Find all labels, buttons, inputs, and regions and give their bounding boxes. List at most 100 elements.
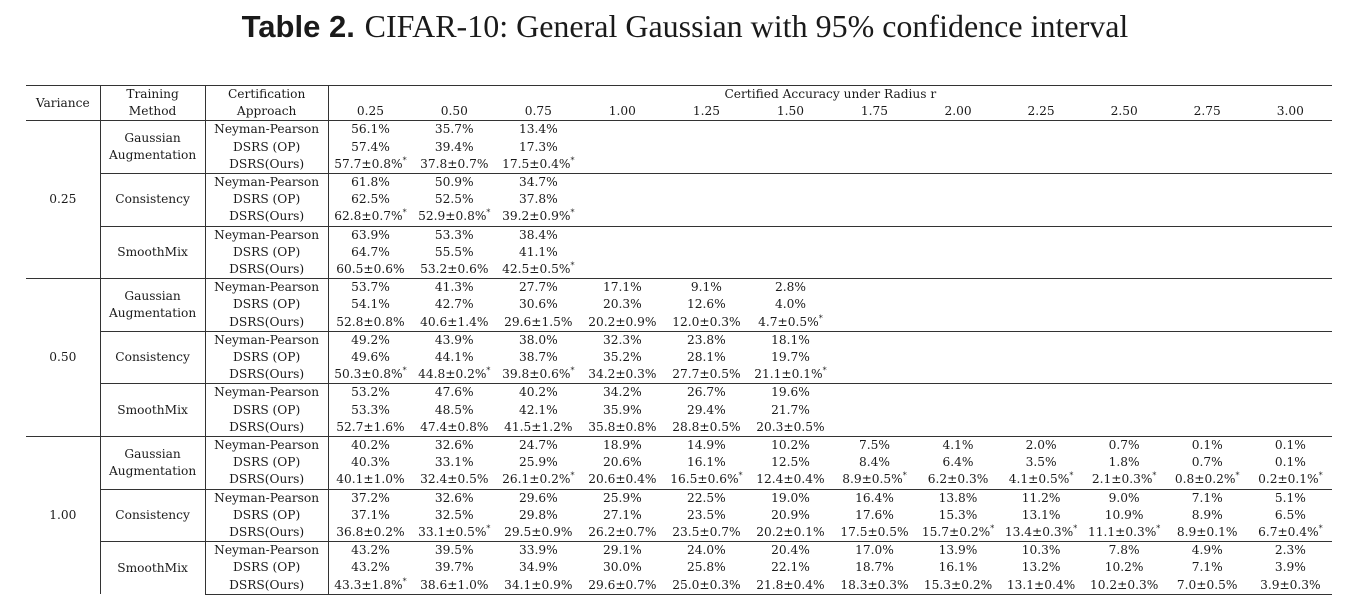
accuracy-cell: 10.9% [1104,507,1144,522]
accuracy-cell [664,173,749,192]
accuracy-cell: 29.6% [496,488,581,507]
certification-approach-cell: DSRS(Ours) [205,366,329,384]
accuracy-cell [917,244,1000,261]
accuracy-cell [664,244,748,261]
accuracy-cell: 49.2% [328,330,413,350]
radius-header-cell: 0.75 [524,104,552,119]
accuracy-cell [1249,366,1332,384]
accuracy-cell: 19.6% [748,383,833,402]
accuracy-cell: 8.9% [1191,507,1223,522]
accuracy-cell: 7.1% [1191,560,1223,575]
accuracy-cell: 52.7±1.6% [336,419,405,434]
accuracy-cell: 8.9±0.5%* [842,471,907,487]
accuracy-cell: 23.5% [687,507,726,522]
accuracy-cell: 4.7±0.5%* [758,313,823,329]
certification-approach-cell: DSRS (OP) [205,506,329,525]
accuracy-cell [1248,330,1332,350]
table-row: DSRS(Ours) 57.7±0.8%* 37.8±0.7% 17.5±0.4%* [26,155,1332,174]
accuracy-cell: 34.9% [518,560,558,575]
accuracy-cell [1249,261,1332,279]
accuracy-cell [748,261,832,279]
variance-cell: 0.25 [26,120,101,279]
accuracy-cell [832,261,916,279]
accuracy-cell: 29.6±1.5% [504,314,573,329]
certification-approach-cell: Neyman-Pearson [205,383,329,402]
accuracy-cell: 29.6±0.7% [580,576,665,595]
accuracy-cell: 6.2±0.3% [927,472,989,487]
accuracy-cell [832,296,916,313]
table-row: DSRS(Ours) 40.1±1.0% 32.4±0.5% 26.1±0.2%* 20… [26,471,1332,490]
accuracy-cell [580,261,664,279]
accuracy-cell [832,244,916,261]
accuracy-cell: 32.6% [412,488,497,507]
accuracy-cell: 8.9±0.1% [1176,525,1238,540]
accuracy-cell: 13.2% [1021,560,1061,575]
accuracy-cell: 10.2% [1104,560,1144,575]
table-row: DSRS (OP) 49.6% 44.1% 38.7% 35.2% 28.1% 19.7% [26,349,1332,367]
accuracy-cell [664,261,748,279]
accuracy-cell: 33.1±0.5%* [418,524,491,540]
accuracy-cell [748,156,832,174]
accuracy-cell [1083,314,1166,332]
accuracy-cell: 34.1±0.9% [496,576,581,595]
accuracy-cell: 57.4% [351,139,390,154]
certification-approach-cell: DSRS(Ours) [205,261,329,279]
accuracy-cell [832,419,916,437]
accuracy-cell [1000,261,1083,279]
accuracy-cell: 13.9% [916,541,1000,560]
accuracy-cell: 57.7±0.8%* [334,155,407,171]
accuracy-cell [1166,261,1249,279]
accuracy-cell [1248,278,1332,297]
table-row: DSRS(Ours) 36.8±0.2% 33.1±0.5%* 29.5±0.9% 26… [26,524,1332,542]
accuracy-cell [748,225,833,244]
accuracy-cell [916,330,1000,350]
accuracy-cell: 44.1% [434,350,474,365]
accuracy-cell: 26.7% [664,383,749,402]
training-method-cell: SmoothMix [100,383,206,437]
accuracy-cell: 0.2±0.1%* [1258,471,1323,487]
table-row: DSRS (OP) 54.1% 42.7% 30.6% 20.3% 12.6% 4.0% [26,296,1332,314]
accuracy-cell [832,208,916,226]
accuracy-cell [748,208,832,226]
accuracy-cell: 19.7% [771,350,810,365]
accuracy-cell [916,120,1000,139]
certification-approach-cell: DSRS (OP) [205,401,329,419]
accuracy-cell: 56.1% [328,120,413,139]
accuracy-cell [916,225,1000,244]
accuracy-cell: 35.2% [602,350,642,365]
accuracy-cell: 20.3±0.5% [756,419,825,434]
accuracy-cell [1082,383,1166,402]
training-method-name: Gaussian [124,288,181,303]
training-method-name: Gaussian [124,446,181,461]
accuracy-cell: 6.4% [942,455,974,470]
accuracy-cell: 28.8±0.5% [672,419,741,434]
accuracy-cell: 62.8±0.7%* [334,208,407,224]
accuracy-cell [1249,156,1332,174]
accuracy-cell [1166,139,1249,156]
accuracy-cell: 27.1% [602,507,642,522]
table-row: DSRS (OP) 40.3% 33.1% 25.9% 20.6% 16.1% 12.5% 8… [26,454,1332,472]
accuracy-cell [664,225,749,244]
accuracy-cell: 17.5±0.4%* [502,155,575,171]
accuracy-cell [1082,225,1166,244]
accuracy-cell [916,383,1000,402]
accuracy-cell: 27.7±0.5% [672,367,741,382]
training-method-cell: Gaussian Augmentation [100,436,206,490]
accuracy-cell [1083,191,1166,208]
accuracy-cell [1166,419,1249,437]
accuracy-cell: 0.7% [1191,455,1223,470]
accuracy-cell [917,191,1000,208]
accuracy-cell: 54.1% [351,297,390,312]
accuracy-cell [832,139,916,156]
accuracy-cell [832,191,916,208]
accuracy-cell [917,156,1000,174]
accuracy-cell [1165,383,1249,402]
accuracy-cell [580,173,665,192]
accuracy-cell [580,225,665,244]
accuracy-cell: 34.2% [580,383,665,402]
accuracy-cell: 17.6% [855,507,894,522]
accuracy-cell: 60.5±0.6% [336,262,405,277]
accuracy-cell: 33.1% [434,455,474,470]
accuracy-cell: 19.0% [748,488,833,507]
accuracy-cell: 13.4% [496,120,581,139]
